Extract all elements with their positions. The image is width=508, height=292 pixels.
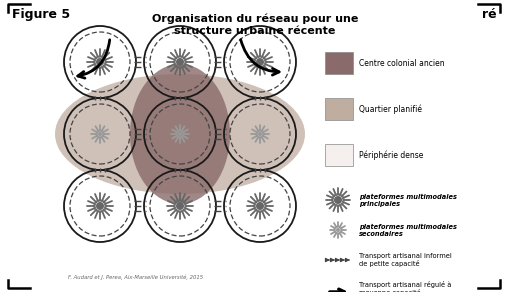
Text: Quartier planifié: Quartier planifié (359, 104, 422, 114)
Circle shape (96, 58, 104, 66)
Circle shape (96, 202, 104, 210)
Text: plateformes multimodales
secondaires: plateformes multimodales secondaires (359, 223, 457, 237)
Circle shape (334, 196, 342, 204)
Text: Organisation du réseau pour une
structure urbaine récente: Organisation du réseau pour une structur… (152, 14, 358, 36)
Bar (325, 98, 353, 120)
Circle shape (98, 132, 102, 136)
Circle shape (336, 228, 340, 232)
FancyArrowPatch shape (241, 40, 279, 75)
Bar (325, 52, 353, 74)
Ellipse shape (130, 64, 230, 204)
Text: Figure 5: Figure 5 (12, 8, 70, 21)
Text: Transport artisanal régulé à
moyenne capacité
(minibus / grands taxis): Transport artisanal régulé à moyenne cap… (359, 281, 452, 292)
Circle shape (176, 58, 184, 66)
Circle shape (256, 202, 264, 210)
FancyArrowPatch shape (78, 40, 110, 78)
Text: Transport artisanal informel
de petite capacité: Transport artisanal informel de petite c… (359, 253, 452, 267)
Circle shape (256, 58, 264, 66)
Circle shape (176, 202, 184, 210)
Text: plateformes multimodales
principales: plateformes multimodales principales (359, 193, 457, 206)
Circle shape (258, 132, 262, 136)
Text: Périphérie dense: Périphérie dense (359, 150, 423, 160)
Text: ré: ré (483, 8, 497, 21)
Circle shape (178, 132, 182, 136)
Ellipse shape (55, 74, 305, 194)
Bar (325, 144, 353, 166)
Text: F. Audard et J. Perea, Aix-Marseille Université, 2015: F. Audard et J. Perea, Aix-Marseille Uni… (68, 274, 203, 280)
Text: Centre colonial ancien: Centre colonial ancien (359, 58, 444, 67)
